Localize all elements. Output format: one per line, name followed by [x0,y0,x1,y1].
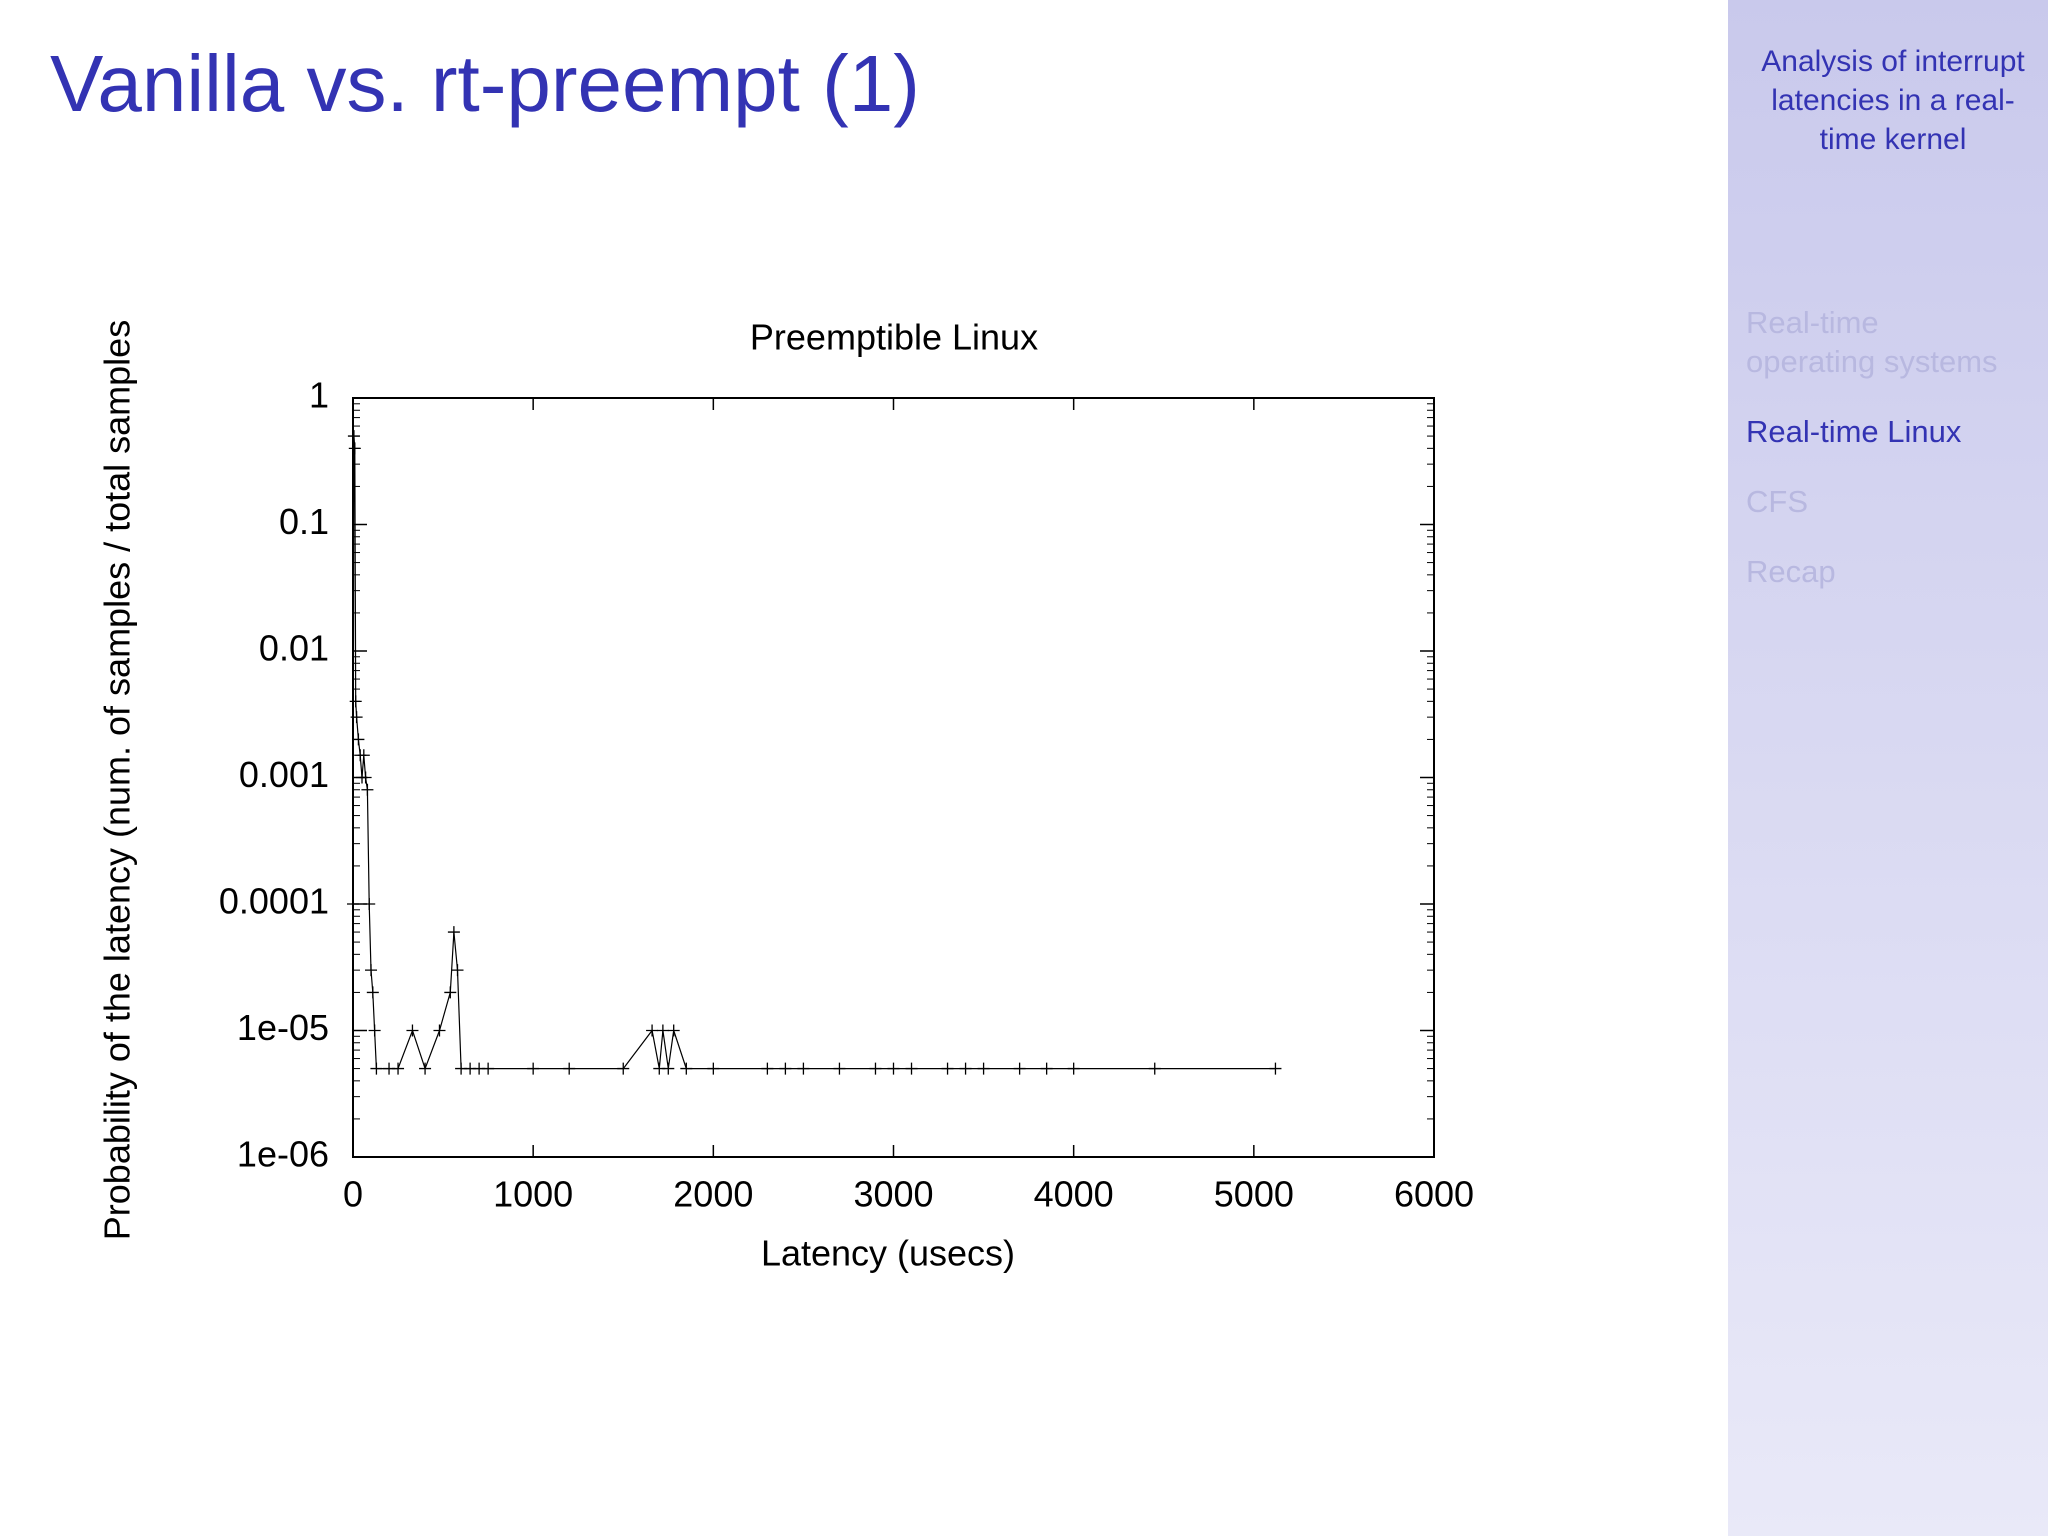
nav-line: Recap [1746,554,1836,589]
point-marker [352,733,365,746]
point-marker [833,1062,846,1075]
nav-line: Real-time [1746,305,1879,340]
point-marker [977,1062,990,1075]
data-line [352,436,1276,1071]
x-tick-label: 6000 [1394,1174,1474,1215]
nav-line: Real-time Linux [1746,414,1962,449]
point-marker [366,986,379,999]
point-marker [617,1062,630,1075]
point-marker [1148,1062,1161,1075]
point-marker [662,1062,675,1075]
point-marker [1040,1062,1053,1075]
y-axis-label: Probability of the latency (num. of samp… [97,320,138,1240]
y-tick-label: 0.0001 [219,881,329,922]
y-tick-label: 0.1 [279,501,329,542]
point-marker [392,1062,405,1075]
y-tick-label: 1e-06 [237,1134,329,1175]
nav-line: CFS [1746,484,1808,519]
sidebar-title: Analysis of interrupt latencies in a rea… [1761,45,2025,156]
point-marker [359,771,372,784]
point-marker [761,1062,774,1075]
point-marker [347,898,359,910]
point-marker [447,926,460,939]
point-marker [363,898,376,910]
point-marker [482,1062,495,1075]
plot-frame [352,397,1435,1158]
point-marker [370,1062,383,1075]
point-marker [941,1062,954,1075]
point-marker [646,1024,659,1037]
point-marker [779,1062,792,1075]
x-tick-label: 2000 [673,1174,753,1215]
point-marker [797,1062,810,1075]
y-tick-label: 0.001 [239,754,329,795]
point-marker [365,964,378,977]
point-marker [406,1024,419,1037]
point-marker [350,711,363,724]
point-marker [444,986,457,999]
point-marker [680,1062,693,1075]
point-marker [563,1062,576,1075]
point-marker [1013,1062,1026,1075]
sidebar: Analysis of interrupt latencies in a rea… [1728,0,2048,1536]
nav-line: operating systems [1746,344,1998,379]
x-tick-label: 5000 [1214,1174,1294,1215]
x-tick-label: 1000 [493,1174,573,1215]
y-tick-label: 0.01 [259,628,329,669]
point-marker [656,1024,669,1037]
point-marker [451,964,464,977]
sidebar-nav: Real-time operating systems Real-time Linu… [1746,303,2046,622]
point-marker [349,695,362,708]
point-marker [527,1062,540,1075]
point-marker [361,783,374,796]
point-marker [348,442,361,455]
point-marker [959,1062,972,1075]
nav-section[interactable]: Recap [1746,552,2046,591]
chart-title: Preemptible Linux [750,317,1038,358]
point-marker [347,430,360,443]
point-marker [707,1062,720,1075]
point-marker [1067,1062,1080,1075]
x-tick-label: 4000 [1034,1174,1114,1215]
point-marker [433,1024,446,1037]
point-marker [667,1024,680,1037]
x-tick-label: 3000 [853,1174,933,1215]
chart: Preemptible Linux Latency (usecs) Probab… [97,317,1475,1274]
y-tick-label: 1 [309,375,329,416]
point-marker [1269,1062,1282,1075]
point-marker [368,1024,381,1037]
point-marker [357,749,370,762]
nav-section[interactable]: CFS [1746,482,2046,521]
nav-section[interactable]: Real-time operating systems [1746,303,2046,381]
nav-section[interactable]: Real-time Linux [1746,412,2046,451]
slide-title: Vanilla vs. rt-preempt (1) [50,39,920,128]
y-tick-label: 1e-05 [237,1007,329,1048]
x-axis-label: Latency (usecs) [761,1233,1015,1274]
x-tick-label: 0 [343,1174,363,1215]
point-marker [887,1062,900,1075]
point-marker [419,1062,432,1075]
point-marker [905,1062,918,1075]
point-marker [869,1062,882,1075]
